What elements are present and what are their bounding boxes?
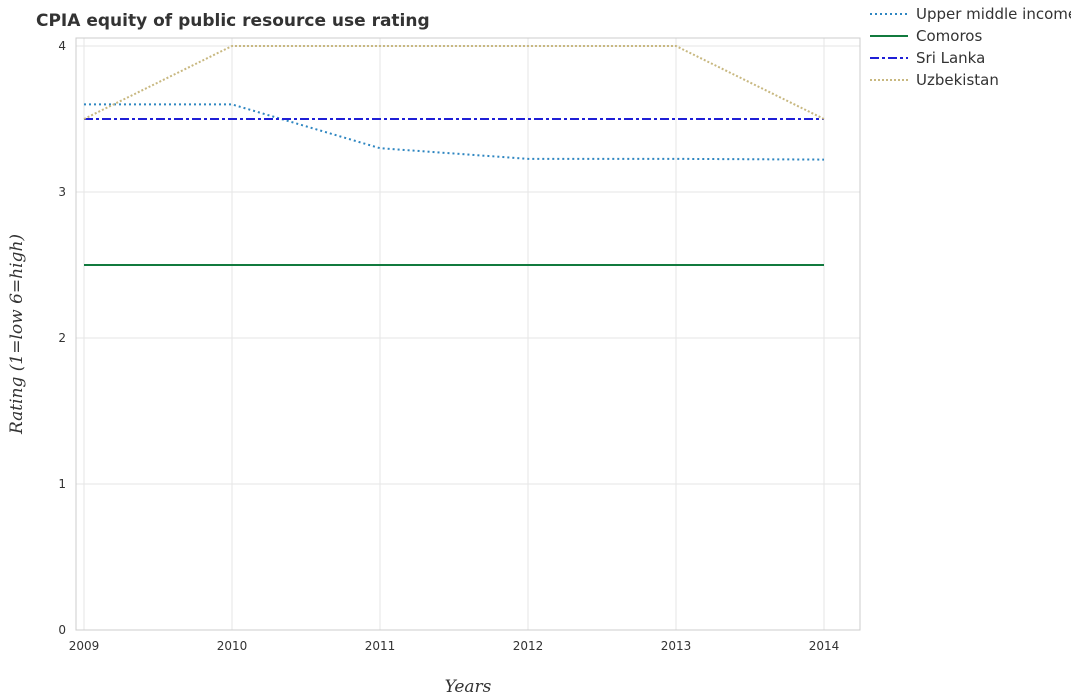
- legend: Upper middle income Comoros Sri Lanka Uzbek…: [870, 5, 1071, 89]
- x-tick-label: 2011: [365, 639, 396, 653]
- y-tick-label: 3: [58, 185, 66, 199]
- x-tick-label: 2009: [69, 639, 100, 653]
- y-axis-label: Rating (1=low 6=high): [7, 234, 27, 435]
- x-tick-label: 2012: [513, 639, 544, 653]
- plot-frame: [75, 37, 861, 631]
- legend-label: Comoros: [916, 27, 982, 45]
- legend-label: Upper middle income: [916, 5, 1071, 23]
- x-axis-label: Years: [445, 677, 492, 697]
- series-line-uzbekistan: [83, 45, 825, 120]
- y-tick-label: 4: [58, 39, 66, 53]
- series-line-upper-middle-income: [84, 103, 825, 161]
- y-tick-labels: 0 1 2 3 4: [58, 39, 66, 637]
- x-tick-label: 2013: [661, 639, 692, 653]
- y-tick-label: 0: [58, 623, 66, 637]
- x-tick-label: 2014: [809, 639, 840, 653]
- series-layer: [83, 45, 825, 266]
- legend-label: Sri Lanka: [916, 49, 985, 67]
- y-tick-label: 1: [58, 477, 66, 491]
- x-tick-label: 2010: [217, 639, 248, 653]
- chart-title: CPIA equity of public resource use ratin…: [36, 11, 430, 31]
- x-tick-labels: 2009 2010 2011 2012 2013 2014: [69, 639, 840, 653]
- grid-layer: [76, 38, 860, 631]
- y-tick-label: 2: [58, 331, 66, 345]
- legend-label: Uzbekistan: [916, 71, 999, 89]
